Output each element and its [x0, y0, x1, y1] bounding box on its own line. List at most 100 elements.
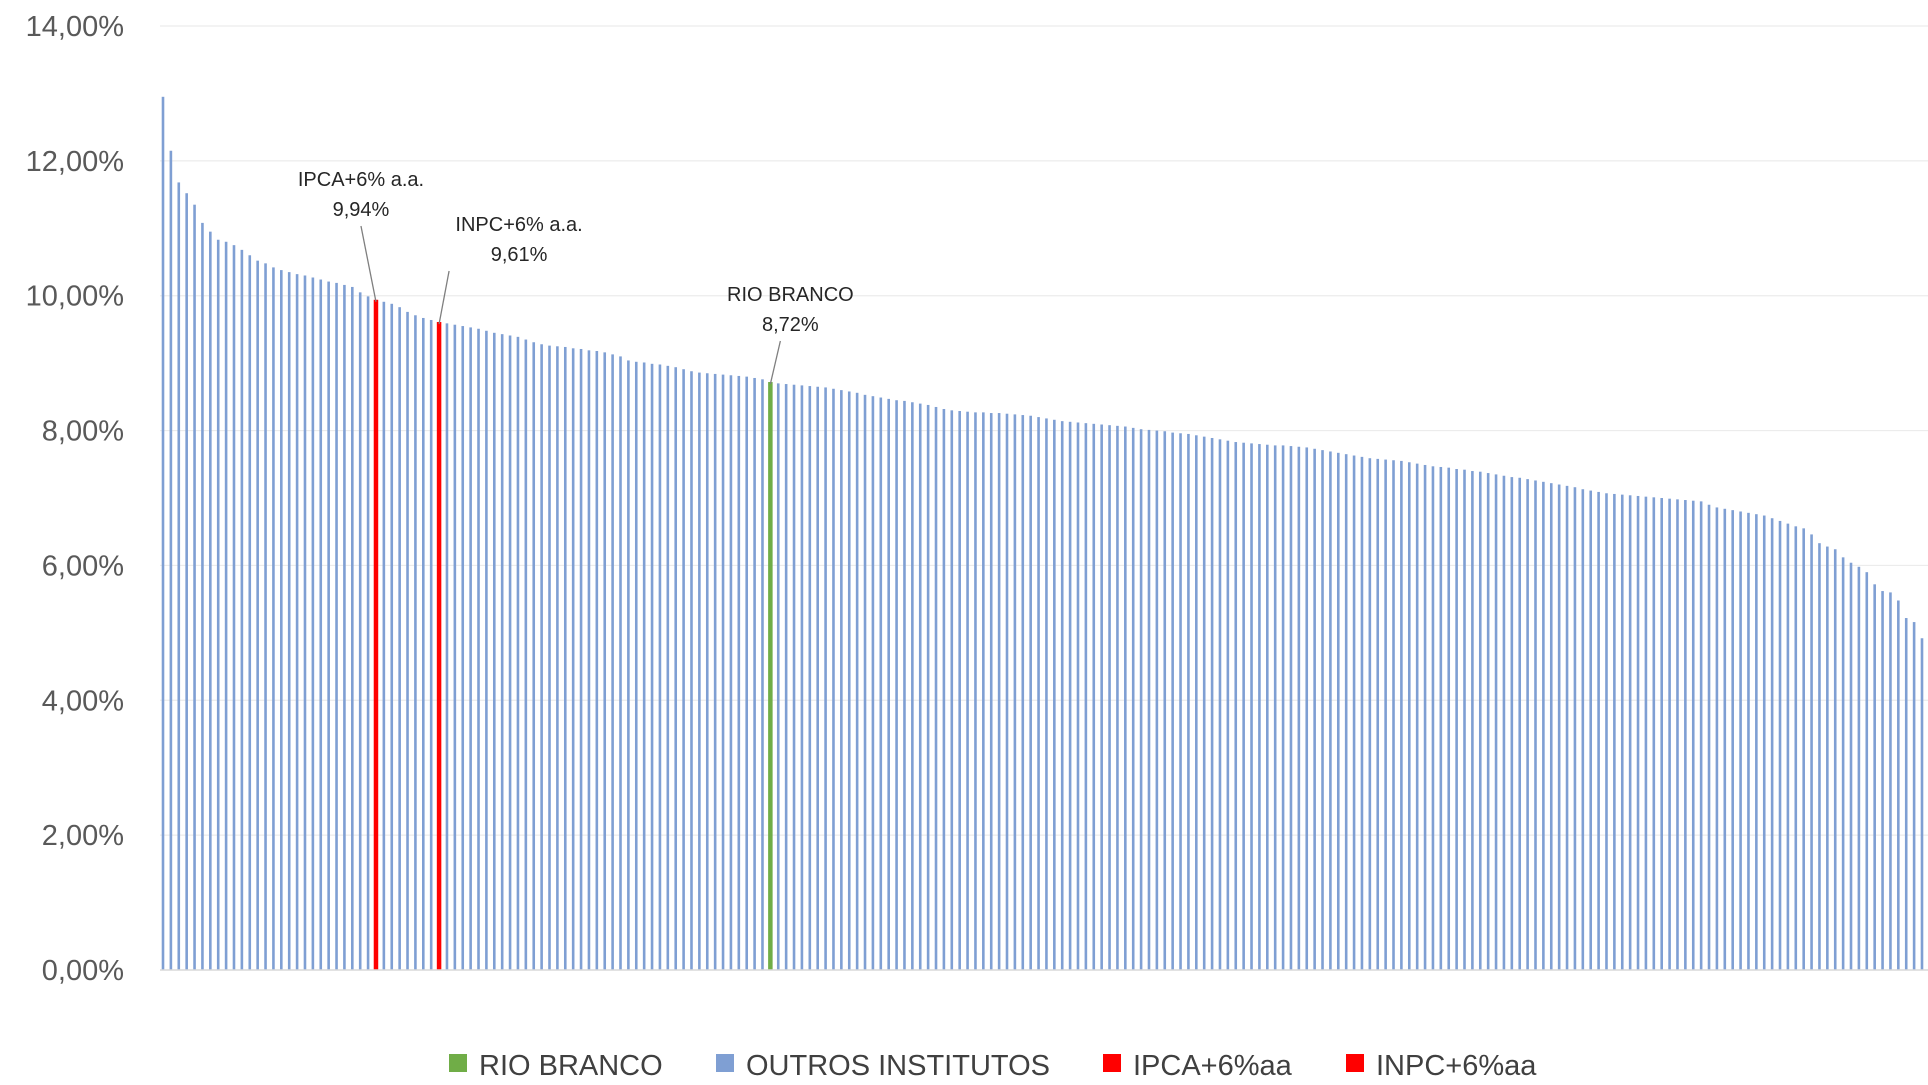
bar: [1778, 520, 1782, 970]
bar: [1068, 421, 1072, 970]
bar: [1376, 458, 1380, 970]
bar: [1060, 421, 1064, 970]
bar: [232, 245, 236, 971]
bar: [1589, 490, 1593, 970]
bar: [1100, 424, 1103, 970]
bar: [280, 270, 283, 970]
bar: [1802, 528, 1805, 970]
bar: [1266, 444, 1269, 970]
annotation-leader-line: [360, 225, 377, 302]
bar: [216, 239, 220, 971]
annotation-value: 9,61%: [491, 244, 548, 266]
bar: [1786, 523, 1790, 970]
bar: [1250, 443, 1253, 971]
bar: [1005, 413, 1009, 970]
bar: [351, 286, 354, 970]
bar: [1755, 514, 1758, 970]
bar: [469, 327, 472, 970]
bar: [1171, 432, 1174, 970]
bar: [721, 374, 725, 970]
bar: [634, 361, 638, 970]
bar: [1794, 526, 1798, 970]
bar: [1889, 592, 1892, 970]
bar: [1139, 429, 1143, 970]
y-tick-label: 4,00%: [42, 685, 124, 717]
bar: [595, 351, 599, 970]
bar: [934, 406, 938, 970]
bar: [1108, 425, 1111, 971]
annotation-leader-line: [769, 340, 782, 385]
bar: [1463, 469, 1466, 970]
bar: [1045, 418, 1048, 970]
bar: [1920, 638, 1924, 970]
bar: [524, 339, 528, 970]
bar: [492, 332, 496, 970]
bar: [1857, 566, 1861, 970]
bar: [1297, 446, 1301, 970]
bar: [1400, 460, 1403, 970]
legend-swatch: [1346, 1054, 1364, 1072]
bar: [319, 279, 323, 970]
bar: [642, 362, 646, 970]
annotation-label: INPC+6% a.a.: [455, 214, 582, 236]
bar: [224, 241, 228, 970]
bar: [248, 255, 252, 970]
bar: [461, 326, 465, 970]
bar: [1581, 489, 1585, 970]
bar: [816, 386, 819, 970]
bar: [1518, 477, 1522, 970]
bar: [619, 356, 622, 970]
bar: [508, 335, 512, 970]
bar: [209, 231, 212, 970]
bar: [1565, 485, 1569, 970]
bar: [1904, 618, 1908, 970]
bar: [792, 384, 796, 971]
bar: [1510, 477, 1514, 970]
bar: [1873, 584, 1876, 970]
bar: [303, 275, 307, 970]
bar: [666, 365, 670, 971]
annotation-value: 8,72%: [762, 314, 819, 336]
bar: [690, 371, 693, 971]
bar: [587, 350, 591, 970]
bar: [1762, 515, 1766, 970]
bar: [1179, 433, 1182, 971]
bar: [847, 391, 851, 970]
bar: [1321, 450, 1324, 970]
bar: [1486, 473, 1490, 970]
bar: [966, 411, 969, 971]
bar: [327, 281, 330, 970]
bar: [840, 390, 843, 971]
bar: [1163, 431, 1167, 970]
bar: [1131, 427, 1135, 971]
bar: [1226, 440, 1230, 971]
legend-swatch: [1103, 1054, 1121, 1072]
bar: [1053, 419, 1056, 971]
bar: [1092, 423, 1096, 970]
bar: [1455, 469, 1458, 970]
bar: [516, 336, 520, 970]
bar: [1360, 456, 1364, 971]
bar: [579, 348, 583, 970]
bar: [761, 379, 764, 971]
bar: [1258, 444, 1261, 970]
bar: [1833, 549, 1837, 970]
bar: [1613, 493, 1616, 970]
bar: [1526, 479, 1529, 970]
bar: [390, 303, 394, 970]
bar: [1644, 496, 1648, 970]
bar: [358, 292, 362, 970]
bar-ipca-6-aa: [373, 299, 379, 970]
bar: [911, 402, 914, 970]
bar: [563, 346, 567, 971]
bar: [382, 301, 386, 971]
bar: [824, 387, 827, 971]
bar: [366, 296, 370, 971]
bar: [272, 267, 275, 970]
bar: [1841, 557, 1845, 970]
bar: [1273, 445, 1277, 970]
legend: RIO BRANCO OUTROS INSTITUTOS IPCA+6%aa INPC…: [449, 1050, 1537, 1082]
bar: [1195, 435, 1198, 970]
bar: [256, 260, 259, 970]
